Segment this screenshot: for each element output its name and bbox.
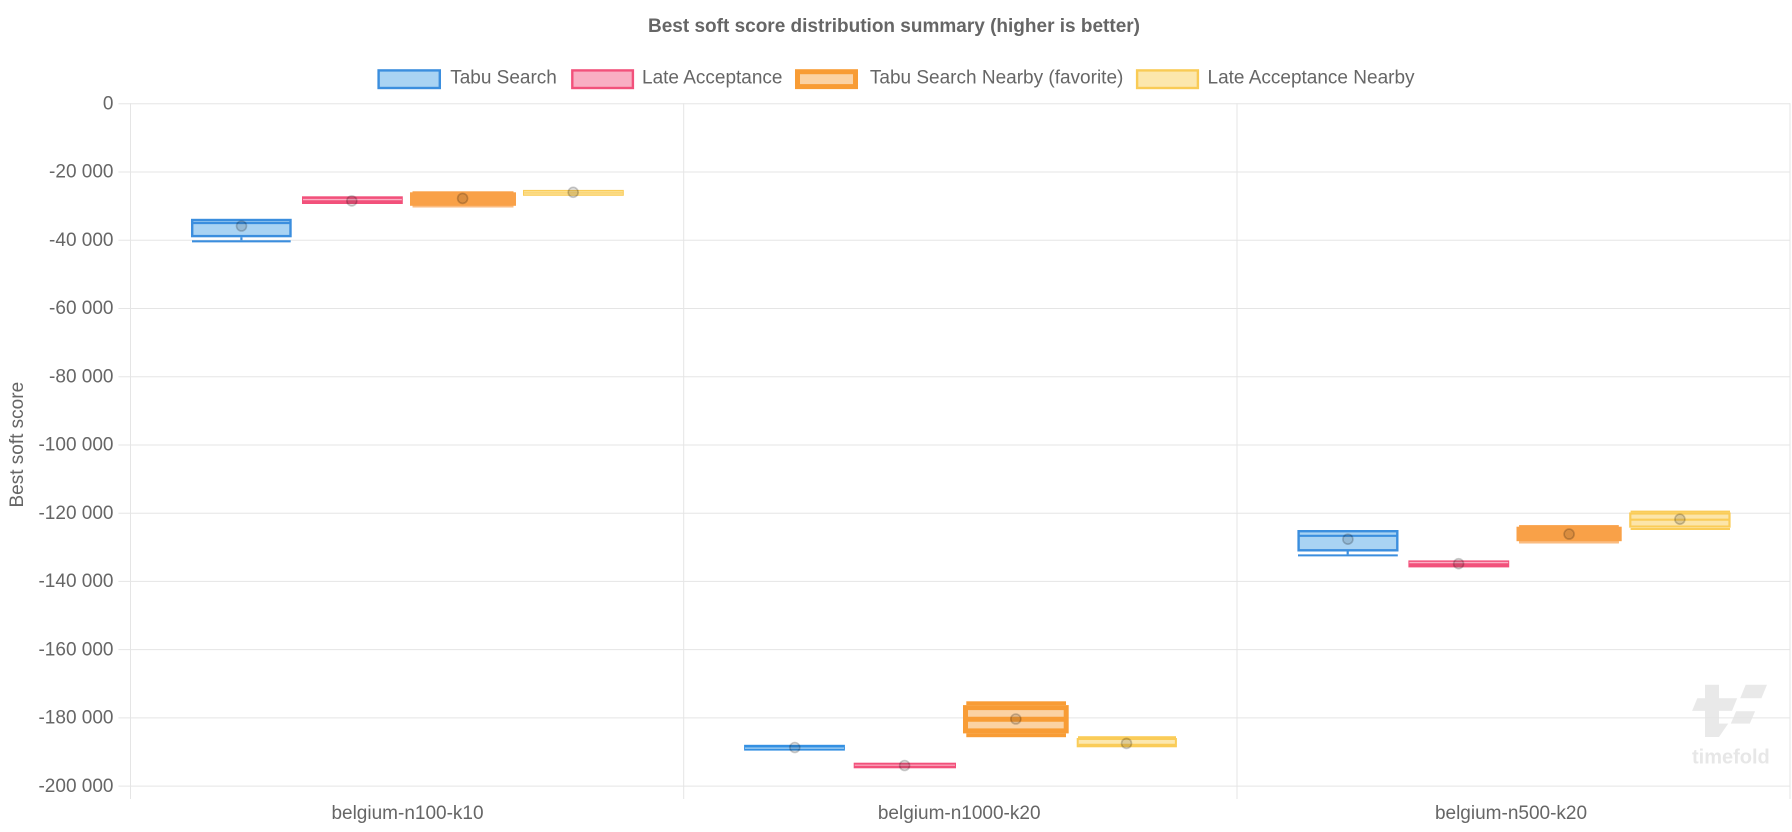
svg-text:belgium-n100-k10: belgium-n100-k10	[331, 803, 483, 824]
svg-text:-20 000: -20 000	[49, 162, 113, 183]
svg-text:belgium-n1000-k20: belgium-n1000-k20	[878, 803, 1041, 824]
svg-text:-80 000: -80 000	[49, 366, 113, 387]
svg-text:timefold: timefold	[1692, 747, 1770, 769]
svg-text:Late Acceptance: Late Acceptance	[642, 68, 783, 89]
svg-text:-160 000: -160 000	[38, 639, 113, 660]
svg-text:belgium-n500-k20: belgium-n500-k20	[1435, 803, 1587, 824]
svg-text:Tabu Search: Tabu Search	[450, 68, 557, 89]
svg-text:-120 000: -120 000	[38, 503, 113, 524]
svg-text:-140 000: -140 000	[38, 571, 113, 592]
svg-text:-60 000: -60 000	[49, 298, 113, 319]
svg-text:-200 000: -200 000	[38, 776, 113, 797]
svg-text:0: 0	[103, 94, 114, 115]
svg-text:-40 000: -40 000	[49, 230, 113, 251]
svg-text:Tabu Search Nearby (favorite): Tabu Search Nearby (favorite)	[870, 68, 1123, 89]
svg-text:-180 000: -180 000	[38, 708, 113, 729]
svg-text:Late Acceptance Nearby: Late Acceptance Nearby	[1208, 68, 1416, 89]
svg-text:Best soft score: Best soft score	[7, 382, 28, 508]
svg-text:-100 000: -100 000	[38, 435, 113, 456]
svg-text:Best soft score distribution s: Best soft score distribution summary (hi…	[648, 16, 1140, 37]
